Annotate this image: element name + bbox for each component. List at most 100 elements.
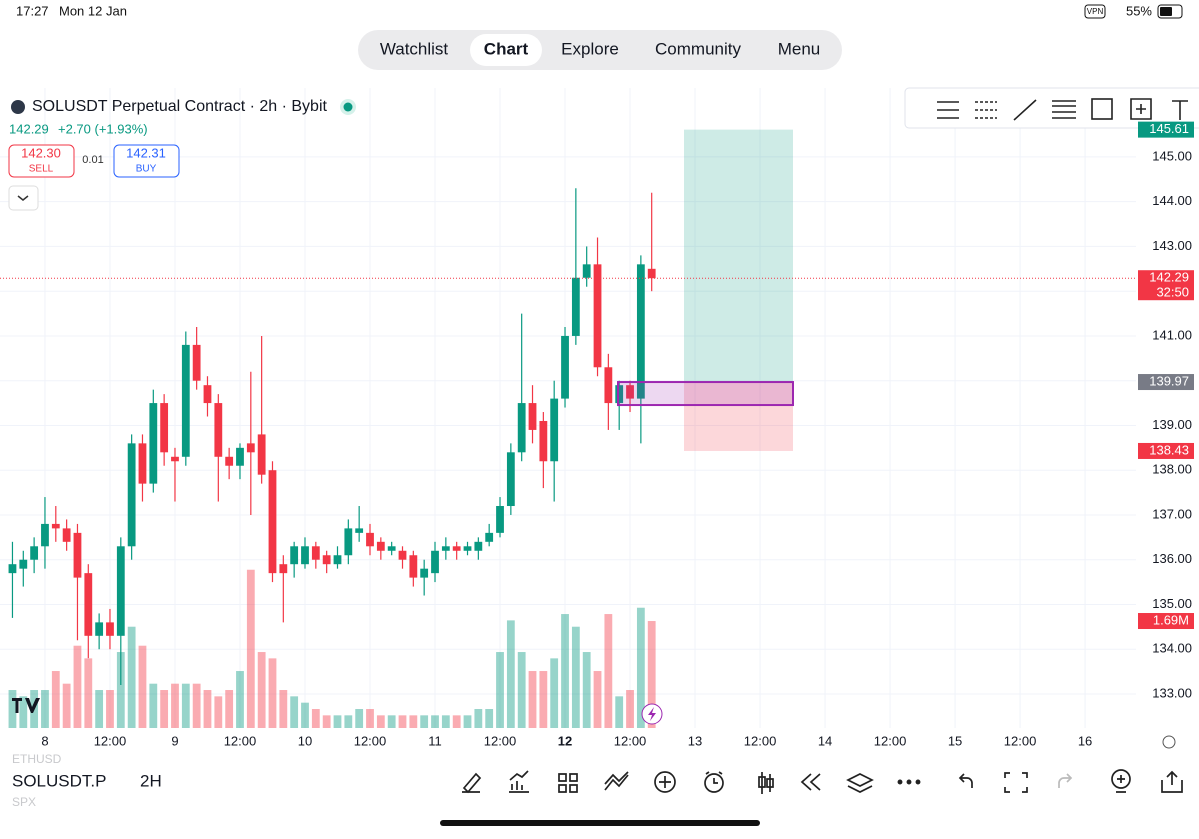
volume-bar xyxy=(431,715,439,728)
vpn-box xyxy=(1084,4,1106,19)
tool-indicators[interactable] xyxy=(509,770,529,793)
candle-body xyxy=(420,568,429,578)
tool-draw[interactable] xyxy=(462,772,482,794)
volume-bar xyxy=(496,652,504,728)
candle-body xyxy=(344,528,353,556)
chevron xyxy=(17,195,29,201)
y-tick-label: 136.00 xyxy=(1152,551,1192,566)
x-tick-label: 14 xyxy=(818,733,832,748)
candle-body xyxy=(615,385,624,404)
symbol-logo xyxy=(11,100,25,114)
tool-trendline[interactable] xyxy=(1013,99,1037,121)
candle-body xyxy=(636,264,645,399)
take-profit-zone xyxy=(684,129,793,383)
volume-bar xyxy=(539,671,548,728)
nav-tab[interactable]: Chart xyxy=(484,39,529,58)
tool-undo[interactable] xyxy=(958,773,973,788)
nav-tab[interactable]: Community xyxy=(655,39,741,58)
status-time: 17:27 xyxy=(16,3,49,18)
collapse-button[interactable] xyxy=(8,185,39,211)
tool-templates[interactable] xyxy=(558,773,578,793)
volume-bar xyxy=(463,715,472,728)
volume-bar xyxy=(626,690,634,728)
candle-body xyxy=(203,385,212,404)
buy-button[interactable] xyxy=(113,144,180,178)
volume-bar xyxy=(333,715,342,728)
price-badge-label: 145.61 xyxy=(1149,121,1189,136)
candle-body xyxy=(593,264,602,368)
volume-bar xyxy=(636,607,645,728)
x-tick-label: 12:00 xyxy=(614,733,647,748)
volume-bar xyxy=(398,715,407,728)
tool-share[interactable] xyxy=(1161,770,1183,793)
candle-body xyxy=(496,506,504,533)
tool-more[interactable] xyxy=(906,779,912,785)
volume-bar xyxy=(41,690,49,728)
volume-bar xyxy=(95,690,104,728)
tool-alert[interactable] xyxy=(704,773,724,793)
settings-icon[interactable] xyxy=(1162,735,1176,749)
candle-body xyxy=(73,532,82,578)
price-badge xyxy=(1138,270,1194,301)
candle-body xyxy=(181,344,190,457)
tool-candles[interactable] xyxy=(758,772,774,794)
y-tick-label: 143.00 xyxy=(1152,238,1192,253)
tool-layers[interactable] xyxy=(846,773,874,793)
interval[interactable]: 2H xyxy=(140,771,162,790)
candle-body xyxy=(474,541,483,551)
tool-compare[interactable] xyxy=(604,771,629,791)
tool-replay[interactable] xyxy=(800,773,821,791)
buy-label: BUY xyxy=(136,164,157,175)
y-tick-label: 134.00 xyxy=(1152,641,1192,656)
volume-bar xyxy=(149,683,158,728)
tool-lines[interactable] xyxy=(1052,100,1076,119)
tool-add[interactable] xyxy=(654,771,676,793)
candle-body xyxy=(236,447,244,466)
candle-body xyxy=(322,555,331,565)
volume-bar xyxy=(181,683,190,728)
candle-body xyxy=(561,335,569,399)
candle-body xyxy=(463,546,472,551)
tool-text[interactable] xyxy=(1172,100,1188,120)
candle-body xyxy=(604,367,613,404)
candle-body xyxy=(62,528,71,542)
candle-body xyxy=(171,456,179,462)
tool-measure[interactable] xyxy=(1130,98,1152,120)
volume-bar xyxy=(517,652,526,728)
nav-tab[interactable]: Explore xyxy=(561,39,619,58)
volume-badge xyxy=(1138,613,1194,630)
candle-body xyxy=(452,546,461,551)
prev-symbol: ETHUSD xyxy=(12,752,62,766)
tool-rect[interactable] xyxy=(1091,98,1113,120)
status-battery: 55% xyxy=(1126,3,1152,18)
tool-idea[interactable] xyxy=(1111,769,1131,789)
symbol[interactable]: SOLUSDT.P xyxy=(12,771,106,790)
price-badge-label: 139.97 xyxy=(1149,373,1189,388)
volume-bar xyxy=(138,645,147,728)
candle-body xyxy=(582,264,591,278)
volume-bar xyxy=(106,690,114,728)
nav-tab[interactable]: Watchlist xyxy=(380,39,449,58)
volume-bar xyxy=(474,709,483,728)
x-tick-label: 12:00 xyxy=(1004,733,1037,748)
candle-body xyxy=(301,546,309,565)
candle-body xyxy=(138,443,147,484)
volume-bar xyxy=(615,696,624,728)
tool-fullscreen[interactable] xyxy=(1004,772,1028,793)
buy-price: 142.31 xyxy=(126,145,166,160)
tool-fib[interactable] xyxy=(937,101,959,119)
nav-tab[interactable]: Menu xyxy=(778,39,821,58)
x-tick-label: 12:00 xyxy=(744,733,777,748)
sell-button[interactable] xyxy=(8,144,75,178)
candle-body xyxy=(571,277,580,336)
tool-channel[interactable] xyxy=(975,101,997,119)
volume-bar xyxy=(452,715,461,728)
sell-price: 142.30 xyxy=(21,145,61,160)
volume-bar xyxy=(355,709,364,728)
battery-icon xyxy=(1157,4,1183,19)
spread: 0.01 xyxy=(82,154,103,166)
volume-bar xyxy=(593,671,602,728)
tool-redo[interactable] xyxy=(1058,773,1073,788)
candle-body xyxy=(387,546,396,551)
